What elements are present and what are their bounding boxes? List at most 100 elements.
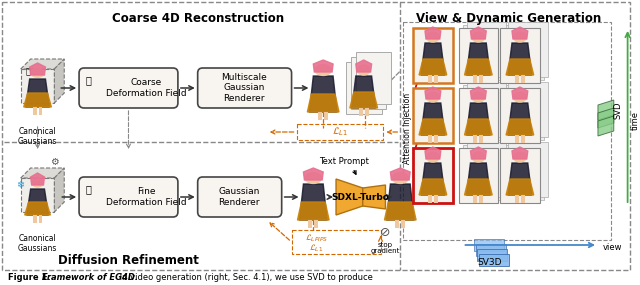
Polygon shape bbox=[419, 179, 447, 195]
Text: SDXL-Turbo: SDXL-Turbo bbox=[332, 192, 390, 201]
FancyBboxPatch shape bbox=[79, 177, 178, 217]
Bar bbox=[459, 88, 498, 143]
Polygon shape bbox=[336, 179, 363, 215]
Text: Canonical
Gaussians: Canonical Gaussians bbox=[18, 234, 57, 253]
Polygon shape bbox=[385, 202, 416, 220]
Polygon shape bbox=[508, 103, 532, 135]
Polygon shape bbox=[309, 76, 337, 112]
Bar bbox=[474, 135, 477, 143]
Bar bbox=[504, 85, 543, 140]
Text: $\mathcal{L}_{LPIPS}$: $\mathcal{L}_{LPIPS}$ bbox=[305, 232, 328, 244]
Polygon shape bbox=[352, 76, 376, 108]
Polygon shape bbox=[512, 147, 528, 159]
Polygon shape bbox=[506, 179, 534, 195]
Polygon shape bbox=[421, 163, 445, 195]
Bar bbox=[428, 195, 432, 203]
Polygon shape bbox=[387, 184, 414, 220]
Polygon shape bbox=[479, 254, 509, 266]
Bar bbox=[365, 108, 369, 116]
Bar bbox=[428, 75, 432, 83]
Polygon shape bbox=[390, 168, 410, 180]
Bar bbox=[521, 195, 525, 203]
Polygon shape bbox=[24, 93, 51, 107]
Polygon shape bbox=[26, 79, 49, 107]
Bar bbox=[434, 195, 438, 203]
Text: time: time bbox=[630, 111, 639, 129]
Bar bbox=[463, 145, 502, 200]
Polygon shape bbox=[350, 92, 378, 108]
Polygon shape bbox=[425, 87, 441, 99]
Bar bbox=[314, 220, 318, 228]
FancyBboxPatch shape bbox=[198, 177, 282, 217]
Polygon shape bbox=[512, 87, 528, 99]
Polygon shape bbox=[356, 60, 372, 72]
Polygon shape bbox=[54, 168, 64, 212]
Bar bbox=[500, 28, 540, 83]
Bar bbox=[479, 75, 483, 83]
Text: ⚙: ⚙ bbox=[50, 157, 59, 167]
Ellipse shape bbox=[305, 172, 322, 184]
Bar bbox=[413, 88, 452, 143]
Polygon shape bbox=[20, 168, 64, 178]
Text: $\mathcal{L}_{L1}$: $\mathcal{L}_{L1}$ bbox=[332, 126, 348, 139]
Polygon shape bbox=[467, 103, 490, 135]
Text: Multiscale
Gaussian
Renderer: Multiscale Gaussian Renderer bbox=[221, 73, 267, 103]
Bar bbox=[474, 195, 477, 203]
Polygon shape bbox=[298, 202, 329, 220]
Bar bbox=[467, 142, 506, 197]
Polygon shape bbox=[419, 59, 447, 75]
Bar bbox=[521, 75, 525, 83]
Bar bbox=[413, 148, 452, 203]
Text: 🔥: 🔥 bbox=[25, 68, 30, 76]
Polygon shape bbox=[467, 163, 490, 195]
Text: Coarse 4D Reconstruction: Coarse 4D Reconstruction bbox=[111, 12, 284, 25]
Text: Figure 1:: Figure 1: bbox=[8, 274, 54, 282]
Bar bbox=[428, 135, 432, 143]
Ellipse shape bbox=[471, 31, 486, 43]
Polygon shape bbox=[27, 189, 49, 215]
Ellipse shape bbox=[426, 31, 440, 43]
Text: $\mathcal{L}_{L1}$: $\mathcal{L}_{L1}$ bbox=[309, 242, 323, 254]
Ellipse shape bbox=[513, 151, 527, 163]
Bar bbox=[434, 135, 438, 143]
Polygon shape bbox=[20, 59, 64, 69]
Bar bbox=[413, 28, 452, 83]
Bar bbox=[324, 112, 328, 120]
Bar bbox=[356, 52, 392, 104]
Bar bbox=[20, 178, 54, 212]
Text: 🔥: 🔥 bbox=[86, 184, 92, 194]
Bar bbox=[33, 215, 36, 223]
Bar bbox=[459, 148, 498, 203]
Polygon shape bbox=[470, 147, 486, 159]
Polygon shape bbox=[425, 147, 441, 159]
Polygon shape bbox=[419, 119, 447, 135]
Bar bbox=[292, 230, 381, 254]
Bar bbox=[467, 22, 506, 77]
Text: Diffusion Refinement: Diffusion Refinement bbox=[58, 254, 199, 267]
Text: Gaussian
Renderer: Gaussian Renderer bbox=[218, 187, 260, 207]
Bar bbox=[467, 82, 506, 137]
Polygon shape bbox=[512, 27, 528, 39]
Polygon shape bbox=[465, 59, 492, 75]
Text: Attention Injection: Attention Injection bbox=[403, 92, 412, 164]
Bar bbox=[459, 28, 498, 83]
Bar bbox=[504, 25, 543, 80]
Ellipse shape bbox=[356, 64, 371, 76]
Text: In video generation (right, Sec. 4.1), we use SVD to produce: In video generation (right, Sec. 4.1), w… bbox=[116, 274, 372, 282]
Bar bbox=[515, 195, 519, 203]
FancyBboxPatch shape bbox=[198, 68, 292, 108]
Bar bbox=[463, 25, 502, 80]
Text: Canonical
Gaussians: Canonical Gaussians bbox=[18, 127, 57, 146]
Bar bbox=[296, 124, 383, 140]
Bar bbox=[463, 85, 502, 140]
Polygon shape bbox=[506, 119, 534, 135]
Bar bbox=[434, 75, 438, 83]
Text: ❄: ❄ bbox=[16, 180, 24, 190]
Bar bbox=[515, 75, 519, 83]
Polygon shape bbox=[508, 163, 532, 195]
Bar bbox=[515, 135, 519, 143]
Text: stop
gradient: stop gradient bbox=[371, 241, 400, 255]
Bar bbox=[308, 220, 312, 228]
Bar bbox=[508, 142, 548, 197]
Ellipse shape bbox=[392, 172, 409, 184]
